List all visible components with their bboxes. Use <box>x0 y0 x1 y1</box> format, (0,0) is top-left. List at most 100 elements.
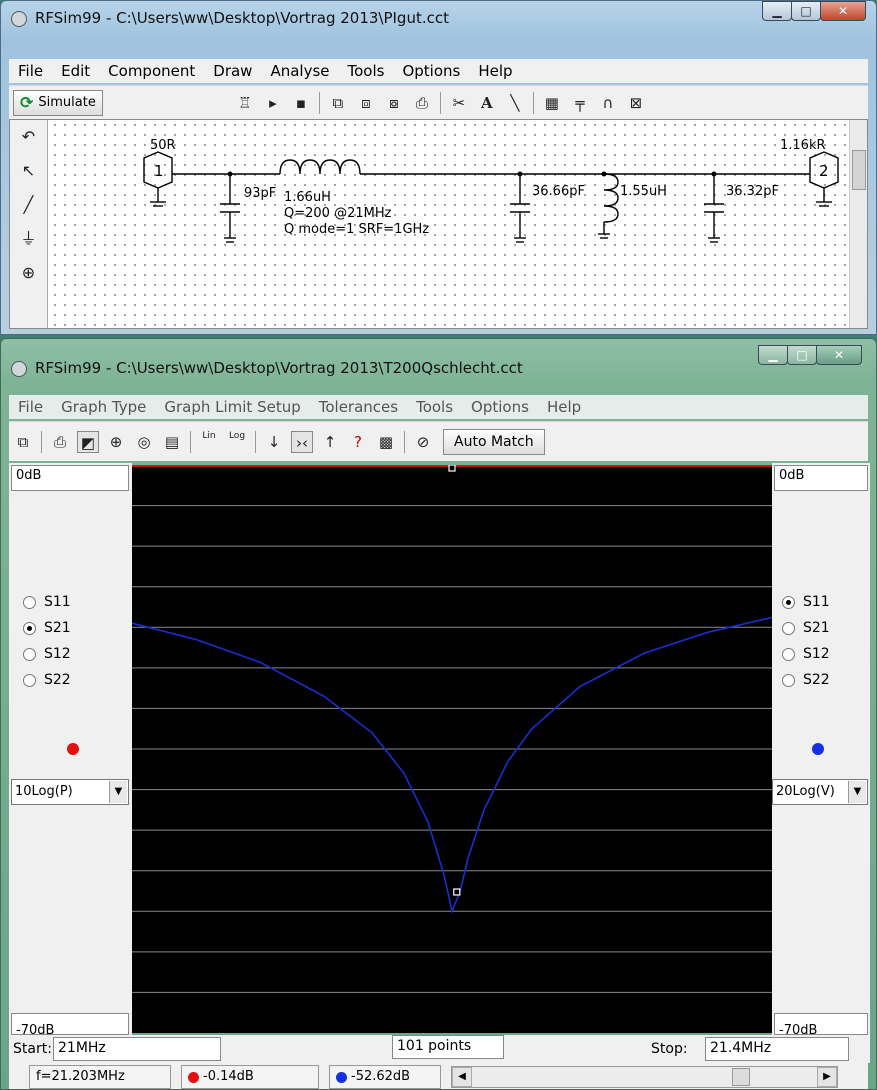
stop-label: Stop: <box>651 1041 688 1057</box>
calculator-icon[interactable]: ▦ <box>544 93 559 112</box>
copy-icon[interactable]: ⧉ <box>332 93 344 112</box>
start-frequency-input[interactable]: 21MHz <box>53 1037 221 1061</box>
title-bar[interactable]: RFSim99 - C:\Users\ww\Desktop\Vortrag 20… <box>1 1 876 37</box>
points-field[interactable]: 101 points <box>392 1035 504 1059</box>
port2-number: 2 <box>819 162 829 180</box>
arrow-up-icon[interactable]: ↑ <box>323 432 337 451</box>
port1-number: 1 <box>154 162 164 180</box>
close-button[interactable]: ✕ <box>820 1 866 21</box>
schematic-canvas[interactable]: 50R 1 1.16kR 2 93pF 1.66uH Q=200 @21MHz … <box>50 120 847 328</box>
left-radio-s21-dot <box>23 621 36 635</box>
help-icon[interactable]: ? <box>354 432 362 451</box>
grid-icon[interactable]: ▩ <box>378 432 394 451</box>
l1-value: 1.66uH <box>284 190 331 205</box>
circuit-drawing <box>143 151 839 243</box>
pointer-icon[interactable]: ↖ <box>21 161 36 180</box>
graph-menu-limit-setup[interactable]: Graph Limit Setup <box>164 398 301 416</box>
paste-icon[interactable]: ⧇ <box>389 93 399 112</box>
right-radio-s12[interactable]: S12 <box>782 641 830 667</box>
graph-title-bar[interactable]: RFSim99 - C:\Users\ww\Desktop\Vortrag 20… <box>1 339 876 383</box>
zoom-icon[interactable]: ⊠ <box>629 93 643 112</box>
right-bottom-value[interactable]: -70dB <box>774 1013 868 1035</box>
right-radio-s22[interactable]: S22 <box>782 667 830 693</box>
right-radio-s11[interactable]: S11 <box>782 589 830 615</box>
marker-1[interactable] <box>453 888 461 896</box>
log-scale-button[interactable]: Log <box>228 430 246 441</box>
menu-options[interactable]: Options <box>402 62 461 80</box>
new-icon[interactable]: ♖ <box>238 93 252 112</box>
marker-center-icon[interactable]: ›‹ <box>291 430 313 453</box>
match-icon[interactable]: ∩ <box>602 93 614 112</box>
marker-0[interactable] <box>448 464 456 472</box>
left-radio-s11[interactable]: S11 <box>23 589 71 615</box>
graph-menu-options[interactable]: Options <box>471 398 529 416</box>
filter-icon[interactable]: ╤ <box>575 93 585 112</box>
wire-icon[interactable]: ╱ <box>23 195 34 214</box>
polar-chart-icon[interactable]: ◎ <box>137 432 151 451</box>
right-top-value[interactable]: 0dB <box>774 465 868 491</box>
maximize-button[interactable]: □ <box>791 1 821 21</box>
port1-impedance: 50R <box>150 138 176 153</box>
line-icon[interactable]: ╲ <box>510 93 520 112</box>
component-icon[interactable]: ✂ <box>452 93 466 112</box>
graph-menu-graph-type[interactable]: Graph Type <box>61 398 147 416</box>
scroll-right-icon[interactable]: ▶ <box>817 1067 837 1087</box>
minimize-button[interactable]: ▁ <box>762 1 792 21</box>
response-graph[interactable] <box>131 464 773 1033</box>
right-radio-s21[interactable]: S21 <box>782 615 830 641</box>
left-radio-s12[interactable]: S12 <box>23 641 71 667</box>
rect-plot-icon[interactable]: ◩ <box>77 430 99 453</box>
graph-maximize-button[interactable]: □ <box>787 345 817 365</box>
graph-menu-file[interactable]: File <box>18 398 44 416</box>
menu-analyse[interactable]: Analyse <box>270 62 330 80</box>
stop-frequency-input[interactable]: 21.4MHz <box>705 1037 849 1061</box>
simulate-button[interactable]: ⟳ Simulate <box>13 89 103 116</box>
menu-file[interactable]: File <box>18 62 44 80</box>
auto-match-button[interactable]: Auto Match <box>443 428 545 455</box>
ground-icon[interactable]: ⏚ <box>20 229 37 248</box>
graph-menu-bar: File Graph Type Graph Limit Setup Tolera… <box>9 395 868 419</box>
print-icon[interactable]: ⎙ <box>415 93 428 112</box>
graph-minimize-button[interactable]: ▁ <box>758 345 788 365</box>
left-radio-s21[interactable]: S21 <box>23 615 71 641</box>
menu-tools[interactable]: Tools <box>347 62 385 80</box>
copy-graph-icon[interactable]: ⧉ <box>17 432 29 451</box>
menu-draw[interactable]: Draw <box>213 62 253 80</box>
rotate-icon[interactable]: ↶ <box>21 127 36 146</box>
left-radio-s22[interactable]: S22 <box>23 667 71 693</box>
left-scale-select[interactable]: 10Log(P) ▼ <box>11 779 129 805</box>
port-icon[interactable]: ⊕ <box>21 263 36 282</box>
right-radio-s22-dot <box>782 673 795 687</box>
graph-menu-tolerances[interactable]: Tolerances <box>318 398 399 416</box>
right-scale-select[interactable]: 20Log(V) ▼ <box>772 779 868 805</box>
draw-tools: ↶ ↖ ╱ ⏚ ⊕ <box>10 120 48 328</box>
start-label: Start: <box>13 1041 52 1057</box>
toolbar: ⟳ Simulate ♖ ▸ ▪ ⧉ ⧈ ⧇ ⎙ ✂ A ╲ ▦ ╤ ∩ ⊠ <box>9 85 868 119</box>
c2-value: 36.66pF <box>532 184 585 199</box>
table-icon[interactable]: ▤ <box>164 432 180 451</box>
export-icon[interactable]: ⧈ <box>361 93 371 112</box>
graph-close-button[interactable]: ✕ <box>816 345 862 365</box>
open-icon[interactable]: ▸ <box>269 93 277 112</box>
marker-scrollbar[interactable]: ◀ ▶ <box>451 1066 838 1088</box>
scroll-thumb[interactable] <box>732 1068 750 1086</box>
menu-help[interactable]: Help <box>478 62 513 80</box>
scroll-left-icon[interactable]: ◀ <box>452 1067 472 1087</box>
simulate-label: Simulate <box>38 95 96 110</box>
lin-scale-button[interactable]: Lin <box>202 430 216 441</box>
print-graph-icon[interactable]: ⎙ <box>53 432 66 451</box>
left-bottom-value[interactable]: -70dB <box>11 1013 129 1035</box>
graph-menu-tools[interactable]: Tools <box>416 398 454 416</box>
series-line-0 <box>131 616 773 914</box>
text-icon[interactable]: A <box>481 93 493 112</box>
arrow-down-icon[interactable]: ↓ <box>267 432 281 451</box>
schematic-scrollbar[interactable] <box>849 120 867 328</box>
left-top-value[interactable]: 0dB <box>11 465 129 491</box>
menu-edit[interactable]: Edit <box>61 62 91 80</box>
graph-menu-help[interactable]: Help <box>546 398 582 416</box>
right-radio-s11-dot <box>782 595 795 609</box>
clock-icon[interactable]: ⊘ <box>416 432 430 451</box>
smith-chart-icon[interactable]: ⊕ <box>109 432 123 451</box>
save-icon[interactable]: ▪ <box>295 93 306 112</box>
menu-component[interactable]: Component <box>108 62 196 80</box>
